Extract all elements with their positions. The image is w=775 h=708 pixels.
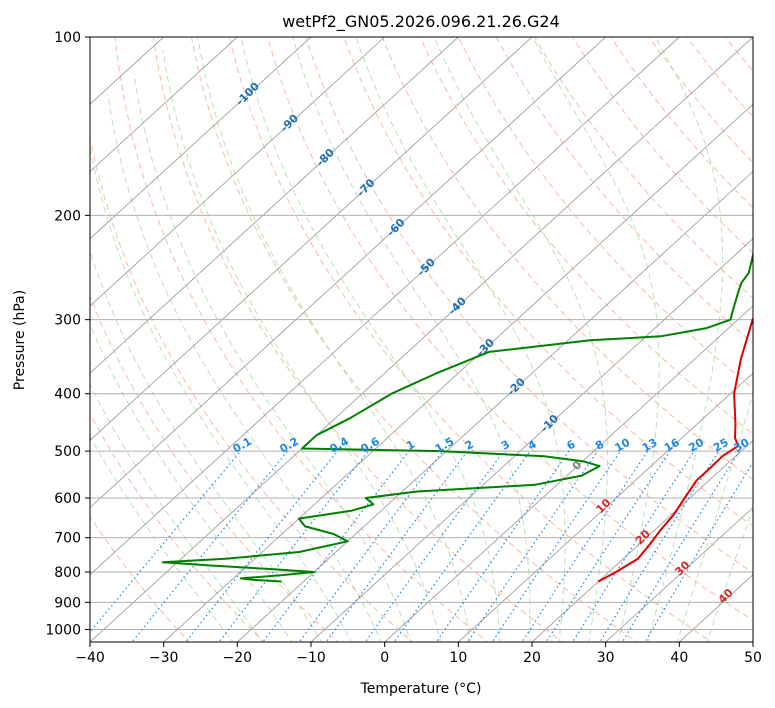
dewpoint-line [161,250,753,583]
isotherm-10 [458,372,753,642]
x-tick-label: 50 [744,650,762,666]
mixing-ratio-line-2 [185,450,339,642]
plot-frame [89,36,754,643]
mixing-ratio-line-17 [644,461,753,642]
y-tick-label: 900 [54,595,81,611]
mixing-ratio-line-9 [435,450,570,642]
isotherm--110 [90,37,238,173]
mixing-ratio-line-10 [466,450,599,642]
x-tick-label: −40 [75,650,105,666]
y-tick-label: 800 [54,565,81,581]
dry-adiabat-60 [305,37,753,574]
moist-adiabat-4 [133,72,412,642]
isotherm--100 [90,37,312,240]
isotherm-50 [752,641,753,642]
mixing-ratio-lines [90,450,753,642]
moist-adiabat-0 [107,94,382,642]
y-tick-label: 100 [54,30,81,46]
isotherm--60 [90,37,606,509]
dry-adiabat-110 [495,37,753,344]
mixing-ratio-line-4 [262,450,410,642]
dry-adiabat-70 [343,37,753,527]
y-axis: 100 200 300 400 500 600 700 800 900 1000 [45,30,90,638]
isotherm--30 [163,103,753,642]
isotherm--50 [90,37,680,576]
isobars [90,37,753,630]
x-tick-label: 20 [523,650,541,666]
plot-area: -100-90-80-70-60-50-40-30-20-1000.1 0.2 0.… [90,24,775,645]
y-axis-label: Pressure (hPa) [12,290,28,390]
temperature-line [597,316,753,583]
moist-adiabat--16 [90,383,264,642]
mixing-ratio-line-0 [90,450,242,633]
dry-adiabat-10 [114,37,489,642]
isotherm--70 [90,37,533,441]
isotherm--40 [90,37,753,642]
x-axis: −40 −30 −20 −10 0 10 20 30 40 50 [75,642,762,666]
chart-title: wetPf2_GN05.2026.096.21.26.G24 [282,12,560,32]
y-tick-label: 500 [54,444,81,460]
isotherm-20 [531,439,753,642]
mixing-ratio-line-13 [545,450,671,642]
isotherm--10 [310,238,753,642]
mixing-ratio-label: 36 [752,436,772,455]
isotherm--80 [90,37,459,374]
dry-adiabat-180 [753,24,775,645]
y-tick-label: 200 [54,208,81,224]
x-tick-label: −20 [223,650,253,666]
isotherm--90 [90,37,385,307]
y-tick-label: 1000 [45,622,81,638]
moist-adiabat--20 [90,435,234,642]
y-tick-label: 300 [54,313,81,329]
mixing-ratio-line-15 [599,450,720,642]
mixing-ratio-line-14 [572,450,695,642]
x-tick-label: 30 [597,650,615,666]
dry-adiabat-50 [267,37,753,622]
x-tick-label: 10 [449,650,467,666]
mixing-ratio-line-16 [621,450,740,642]
x-tick-label: −10 [296,650,326,666]
mixing-ratio-line-6 [325,450,468,642]
x-axis-label: Temperature (°C) [360,681,482,697]
isotherms [90,37,753,642]
y-tick-label: 700 [54,531,81,547]
y-tick-label: 600 [54,491,81,507]
x-tick-label: 0 [380,650,389,666]
dry-adiabat--20 [90,412,265,642]
sounding-series [161,250,753,583]
x-tick-label: −30 [149,650,179,666]
moist-adiabat--4 [90,145,352,642]
mixing-ratio-line-12 [521,450,649,642]
isotherm-30 [605,506,753,642]
x-tick-label: 40 [670,650,688,666]
isotherm-0 [384,305,753,642]
mixing-ratio-line-11 [491,450,621,642]
y-tick-label: 400 [54,387,81,403]
dry-adiabat-120 [534,37,753,299]
mixing-ratio-line-3 [218,450,369,642]
